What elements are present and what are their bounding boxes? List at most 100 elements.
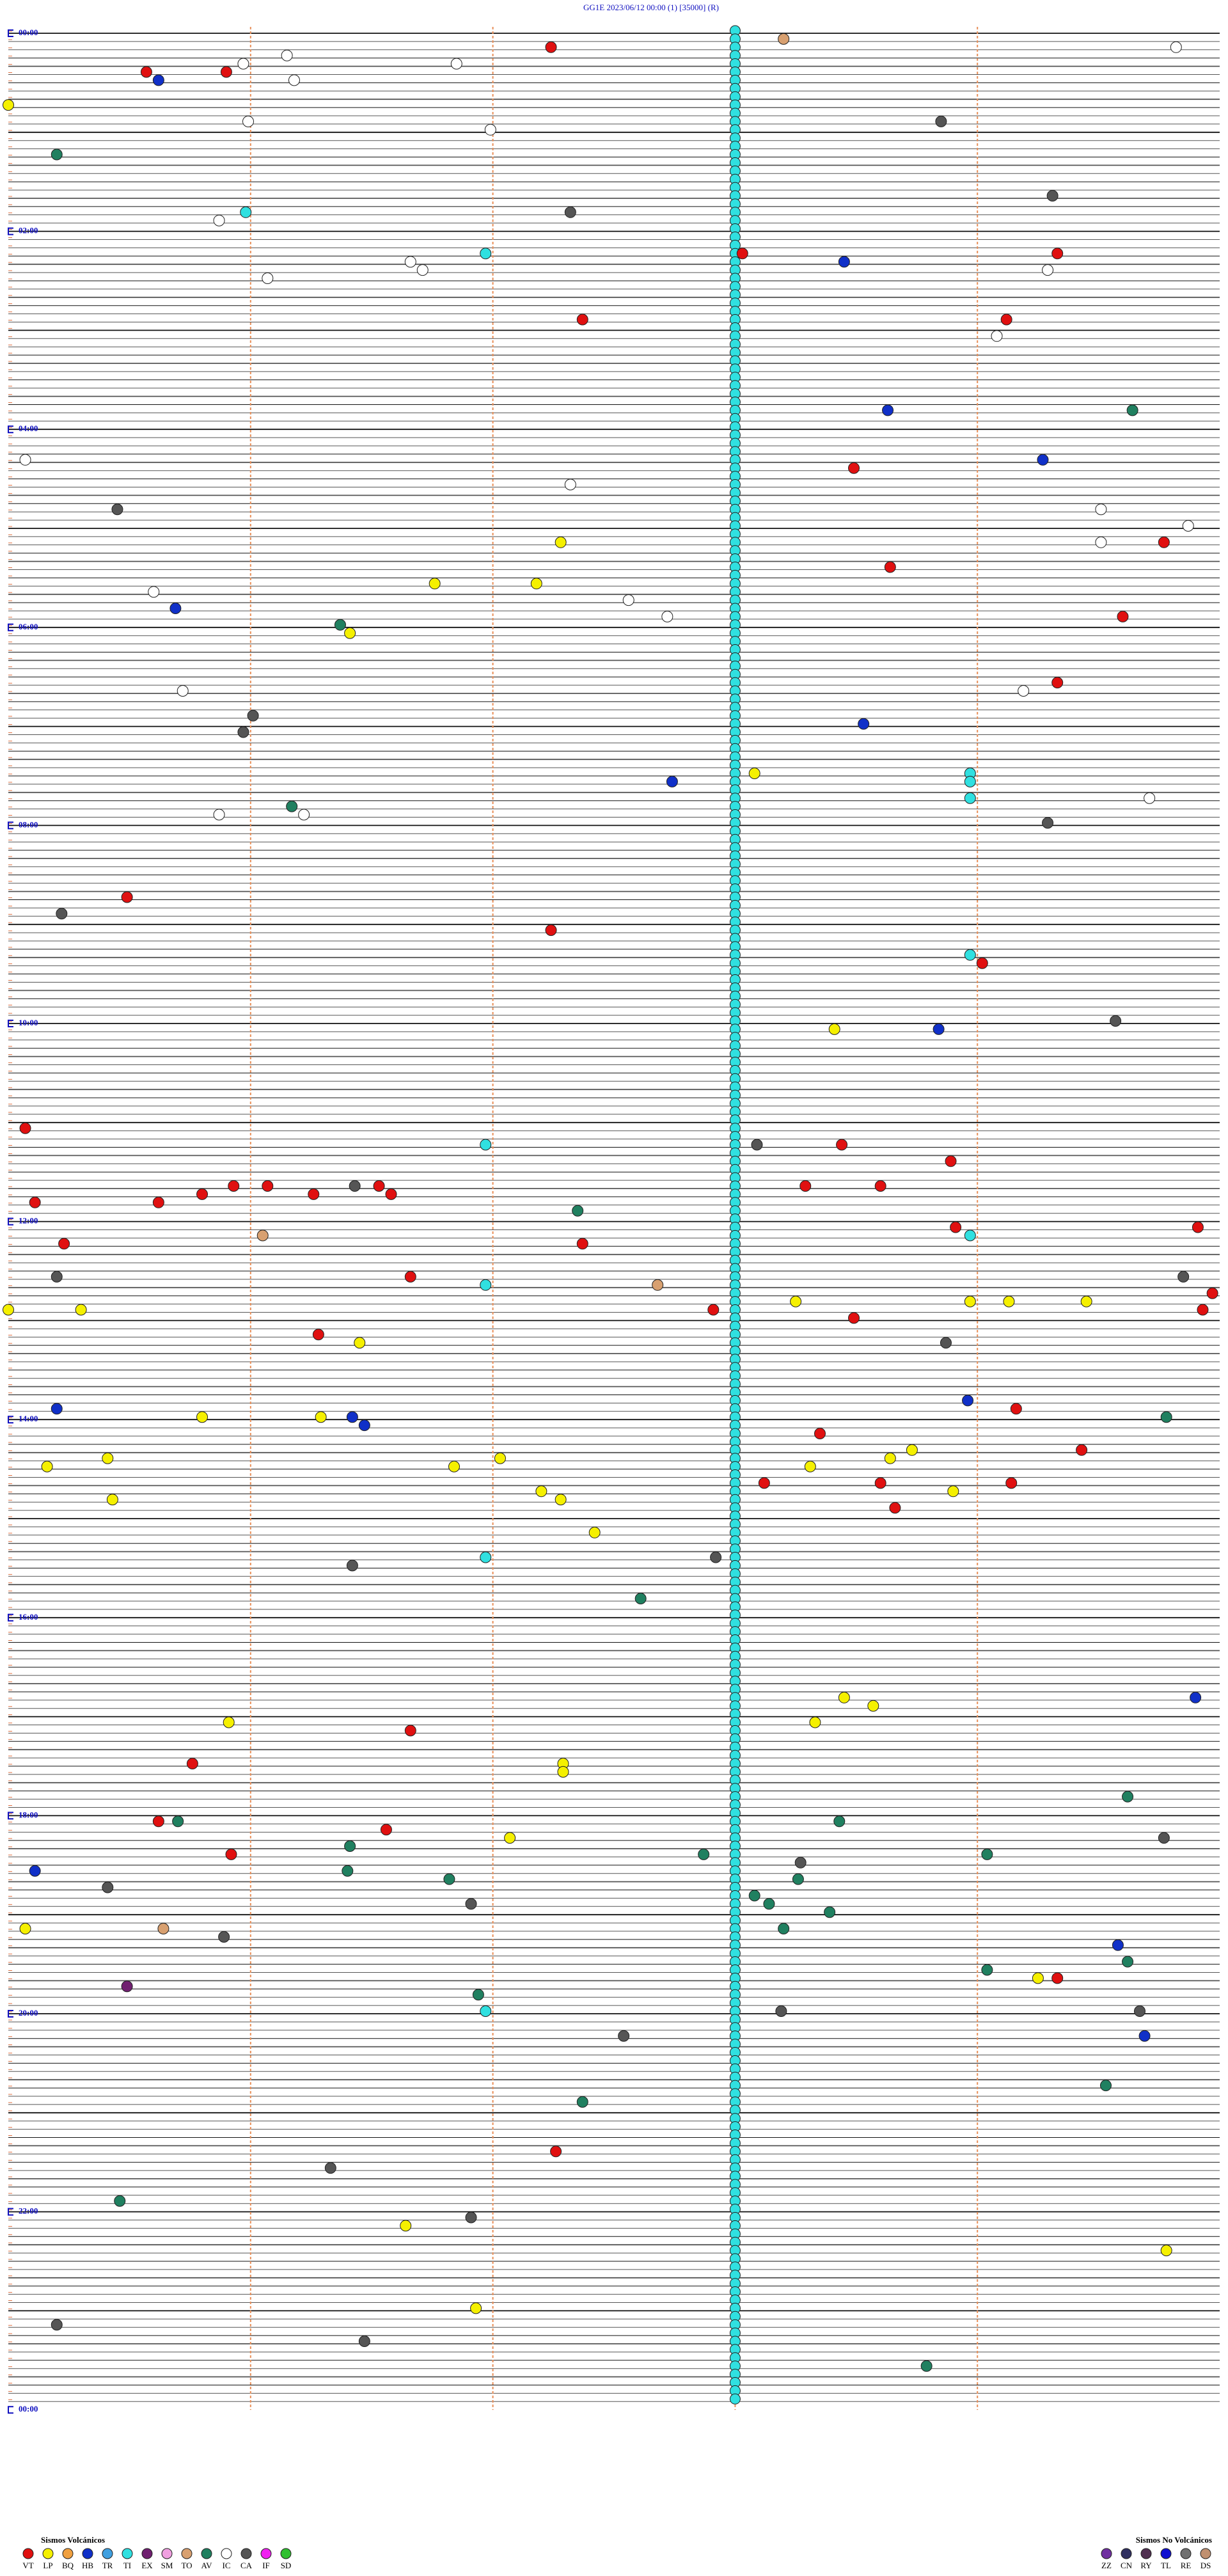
event (666, 775, 678, 787)
legend-title: Sismos No Volcánicos (1136, 2535, 1212, 2545)
event (1051, 677, 1064, 689)
event (169, 603, 182, 614)
event (416, 264, 429, 276)
event (308, 1188, 320, 1200)
event (223, 1716, 235, 1728)
legend-code: AV (201, 2561, 212, 2570)
event (1000, 313, 1012, 326)
event (814, 1428, 826, 1439)
event (186, 1758, 198, 1769)
event (1192, 1221, 1204, 1233)
event (1080, 1295, 1092, 1308)
event (1126, 404, 1138, 416)
event (256, 1229, 269, 1242)
event (1076, 1444, 1088, 1456)
event (874, 1180, 886, 1192)
event (1160, 1411, 1172, 1423)
hour-bracket (8, 2010, 13, 2018)
event (535, 1485, 547, 1497)
event (1170, 41, 1182, 53)
event (1182, 520, 1194, 532)
event (809, 1716, 821, 1728)
event (748, 768, 760, 779)
hour-bracket (8, 227, 13, 235)
event (848, 1312, 860, 1324)
event (380, 1824, 392, 1836)
event (494, 1452, 506, 1464)
event (867, 1700, 879, 1712)
hour-label: 20:00 (19, 2008, 38, 2018)
event (1190, 1691, 1202, 1703)
legend-swatch (221, 2548, 232, 2559)
event (262, 1180, 274, 1192)
event (465, 2211, 477, 2224)
legend-code: RY (1140, 2561, 1152, 2570)
event (114, 2195, 126, 2207)
hour-label: 22:00 (19, 2206, 38, 2216)
hour-bracket (8, 1020, 13, 1027)
event (884, 1452, 896, 1464)
legend-code: VT (22, 2561, 33, 2570)
event (950, 1221, 962, 1233)
event (555, 1494, 567, 1506)
event (748, 1890, 760, 1902)
event (75, 1304, 87, 1316)
event (1095, 503, 1107, 516)
event (480, 248, 492, 260)
legend-swatch (1200, 2548, 1211, 2559)
event (288, 74, 300, 86)
event (1010, 1403, 1022, 1415)
event (804, 1460, 816, 1473)
event (385, 1188, 397, 1200)
event (833, 1815, 846, 1828)
legend-code: IF (262, 2561, 270, 2570)
hour-bracket (8, 1613, 13, 1622)
event (1032, 1972, 1044, 1984)
event (102, 1881, 114, 1893)
legend-swatch (122, 2548, 133, 2559)
event (622, 594, 634, 606)
event (1018, 685, 1030, 697)
event (545, 924, 557, 936)
event (342, 1865, 354, 1877)
event (315, 1411, 327, 1423)
event (935, 115, 947, 127)
event (344, 627, 356, 639)
event (404, 1270, 416, 1283)
event (373, 1180, 385, 1192)
event (19, 1122, 31, 1134)
event (763, 1898, 775, 1910)
legend-code: HB (82, 2561, 93, 2570)
event (196, 1188, 209, 1200)
event (140, 66, 152, 78)
event (1037, 454, 1049, 466)
event (947, 1485, 959, 1497)
hour-label: 14:00 (19, 1414, 38, 1423)
event (429, 578, 441, 590)
event (484, 123, 496, 136)
event (838, 1691, 850, 1703)
event (213, 809, 225, 821)
hour-label: 02:00 (19, 226, 38, 235)
legend-swatch (201, 2548, 212, 2559)
event (707, 1304, 720, 1316)
event (564, 478, 576, 491)
event (1117, 610, 1129, 622)
event (450, 58, 462, 70)
event (792, 1873, 804, 1885)
legend-swatch (1101, 2548, 1112, 2559)
event (976, 957, 988, 969)
legend-swatch (280, 2548, 292, 2559)
hour-bracket (8, 29, 13, 37)
event (920, 2360, 933, 2372)
event (121, 891, 133, 903)
event (1158, 1832, 1170, 1844)
event (775, 2005, 787, 2017)
legend-swatch (161, 2548, 173, 2559)
event (1122, 1956, 1134, 1968)
legend-code: SD (281, 2561, 292, 2570)
event (400, 2220, 412, 2232)
hour-bracket (8, 821, 13, 830)
event (404, 256, 416, 268)
